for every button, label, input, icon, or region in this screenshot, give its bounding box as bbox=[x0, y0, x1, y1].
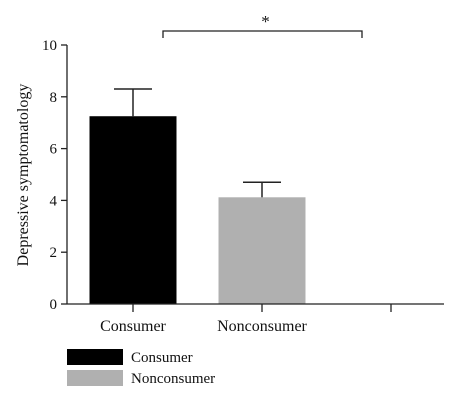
axes bbox=[66, 45, 444, 312]
bars bbox=[89, 88, 306, 304]
y-tick-label: 4 bbox=[50, 193, 58, 209]
legend-label: Consumer bbox=[131, 350, 193, 366]
x-category-label: Nonconsumer bbox=[217, 318, 307, 335]
category-labels: Consumer Nonconsumer bbox=[100, 318, 307, 335]
bar bbox=[218, 197, 306, 304]
significance-bracket: * bbox=[162, 12, 363, 38]
legend: Consumer Nonconsumer bbox=[67, 349, 215, 387]
legend-swatch bbox=[67, 349, 123, 365]
y-tick-label: 0 bbox=[50, 297, 58, 313]
significance-marker: * bbox=[261, 12, 270, 31]
y-tick-label: 8 bbox=[50, 90, 58, 106]
y-tick-label: 2 bbox=[50, 245, 58, 261]
y-axis-title: Depressive symptomatology bbox=[15, 84, 32, 267]
y-axis-ticks: 0 2 4 6 8 10 bbox=[42, 38, 67, 313]
y-tick-label: 10 bbox=[42, 38, 57, 54]
y-tick-label: 6 bbox=[50, 142, 58, 158]
bracket-line bbox=[162, 30, 363, 38]
x-category-label: Consumer bbox=[100, 318, 166, 335]
bar bbox=[89, 116, 177, 304]
legend-swatch bbox=[67, 370, 123, 386]
legend-label: Nonconsumer bbox=[131, 371, 215, 387]
